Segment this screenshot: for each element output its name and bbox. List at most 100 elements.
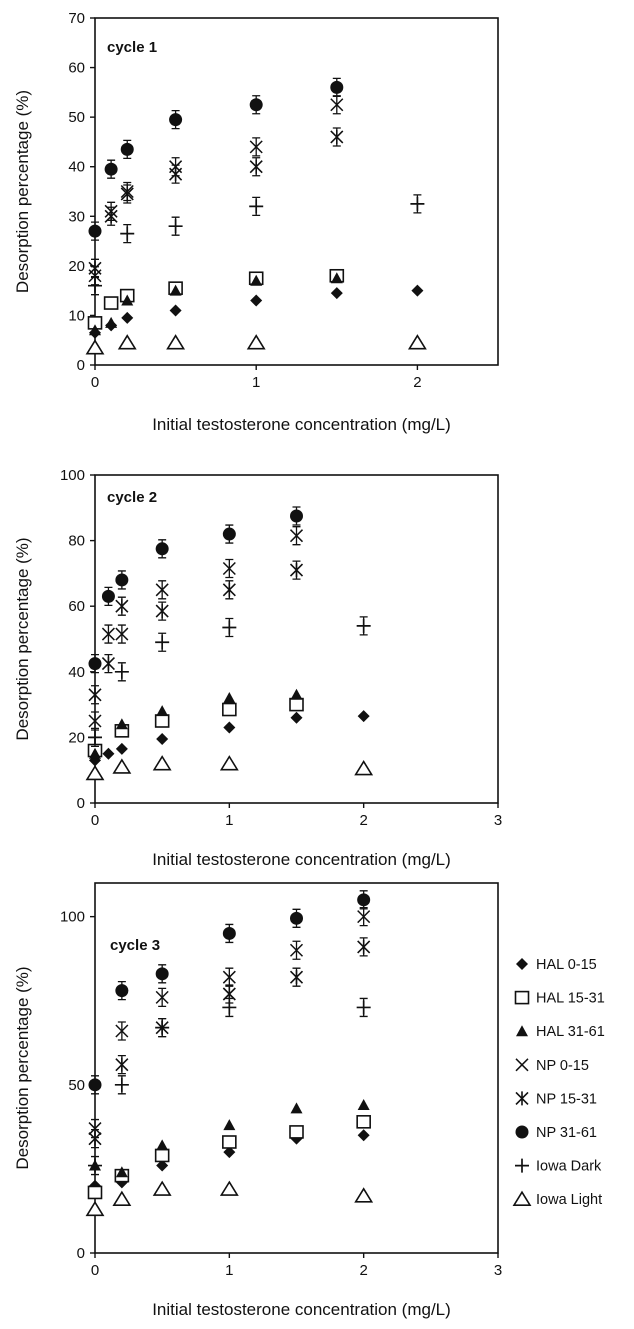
series-iowa-light — [85, 334, 427, 355]
data-point — [115, 1024, 129, 1038]
data-point — [410, 196, 425, 211]
data-point — [290, 688, 303, 700]
legend-item: NP 31-61 — [515, 1125, 597, 1141]
data-point — [249, 199, 264, 214]
data-point — [88, 730, 102, 745]
data-point — [357, 939, 371, 954]
data-point — [330, 98, 344, 112]
data-point — [169, 167, 183, 182]
legend-item: Iowa Light — [512, 1190, 602, 1208]
data-point — [354, 760, 374, 776]
x-tick-label: 0 — [91, 812, 99, 829]
y-tick-label: 80 — [68, 533, 85, 550]
y-tick-label: 40 — [68, 664, 85, 681]
data-point — [289, 970, 304, 985]
data-point — [223, 1119, 236, 1131]
data-point — [115, 742, 128, 755]
x-tick-label: 1 — [225, 1262, 233, 1279]
data-point — [356, 1115, 371, 1129]
series-np-15-31 — [88, 127, 344, 278]
x-tick-label: 0 — [91, 374, 99, 391]
data-point — [356, 1000, 371, 1015]
y-tick-label: 50 — [68, 109, 85, 126]
plot-area-frame — [94, 17, 499, 366]
data-point — [289, 1125, 304, 1139]
data-point — [88, 278, 102, 293]
data-point — [219, 1180, 239, 1196]
chart-panel-3: 0 50 100 0 1 2 3 Initial testosterone concentra… — [13, 882, 502, 1319]
legend-label: HAL 0-15 — [536, 957, 597, 973]
series-np-15-31 — [88, 560, 304, 705]
data-point — [117, 334, 137, 350]
data-point — [156, 1159, 169, 1172]
data-point — [155, 635, 170, 650]
y-axis-title: Desorption percentage (%) — [13, 966, 32, 1169]
x-tick-label: 2 — [359, 1262, 367, 1279]
y-tick-label: 70 — [68, 10, 85, 27]
x-tick-label: 2 — [413, 374, 421, 391]
y-tick-label: 30 — [68, 208, 85, 225]
data-point — [155, 1020, 170, 1035]
x-tick-label: 3 — [494, 1262, 502, 1279]
y-tick-label: 60 — [68, 60, 85, 77]
legend-label: Iowa Dark — [536, 1159, 602, 1175]
data-point — [155, 604, 169, 619]
filled-circle-icon — [515, 1125, 529, 1139]
x-axis-title: Initial testosterone concentration (mg/L… — [152, 1300, 451, 1319]
data-point — [411, 284, 424, 297]
series-hal-31-61 — [89, 272, 343, 336]
chart-title: cycle 2 — [107, 489, 157, 506]
data-point — [101, 627, 115, 641]
data-point — [330, 129, 344, 144]
data-point — [222, 620, 237, 635]
data-point — [223, 1146, 236, 1159]
data-point — [89, 324, 101, 336]
data-point — [88, 1078, 102, 1092]
series-iowa-dark — [88, 997, 371, 1176]
data-point — [357, 1129, 370, 1142]
data-point — [115, 984, 129, 998]
y-tick-label: 0 — [77, 357, 85, 374]
data-point — [155, 583, 169, 597]
x-axis-title: Initial testosterone concentration (mg/L… — [152, 415, 451, 434]
data-point — [330, 272, 343, 284]
series-np-31-61 — [88, 506, 303, 674]
data-point — [115, 573, 129, 587]
y-tick-label: 0 — [77, 795, 85, 812]
legend-label: HAL 31-61 — [536, 1024, 605, 1040]
data-point — [357, 910, 371, 924]
data-point — [250, 274, 263, 286]
legend-item: HAL 15-31 — [514, 991, 605, 1007]
data-point — [222, 926, 236, 940]
data-point — [222, 582, 236, 597]
data-point — [222, 527, 236, 541]
data-point — [354, 1187, 374, 1203]
data-point — [357, 1099, 370, 1110]
y-tick-label: 100 — [60, 909, 85, 926]
filled-triangle-icon — [516, 1025, 528, 1037]
open-triangle-icon — [512, 1190, 532, 1206]
y-tick-label: 0 — [77, 1245, 85, 1262]
data-point — [88, 1131, 102, 1146]
data-point — [102, 747, 115, 760]
data-point — [114, 664, 129, 679]
x-axis-title: Initial testosterone concentration (mg/L… — [152, 850, 451, 869]
x-tick-label: 1 — [225, 812, 233, 829]
x-tick-label: 1 — [252, 374, 260, 391]
data-point — [249, 98, 263, 112]
data-point — [114, 1077, 129, 1092]
data-point — [330, 80, 344, 94]
series-hal-0-15 — [89, 284, 424, 339]
data-point — [168, 219, 183, 234]
data-point — [222, 1135, 237, 1149]
data-point — [112, 1190, 132, 1206]
data-point — [289, 943, 304, 957]
data-point — [222, 561, 236, 576]
data-point — [120, 226, 135, 241]
data-point — [88, 261, 102, 276]
data-point — [89, 747, 101, 759]
data-point — [330, 287, 343, 300]
chart-panel-2: 0 20 40 60 80 100 0 1 2 3 Initial testosterone con… — [13, 467, 502, 869]
data-point — [88, 224, 102, 238]
